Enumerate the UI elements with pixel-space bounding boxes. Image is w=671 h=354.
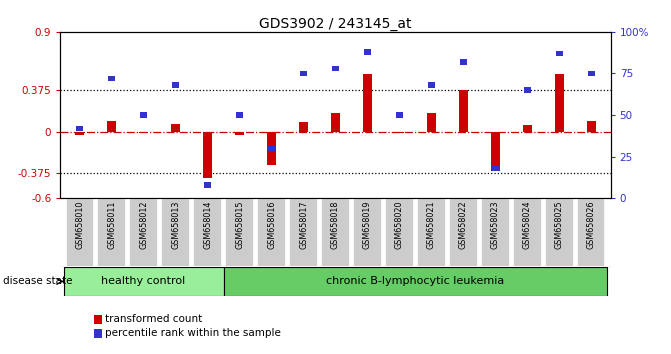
- Bar: [427, 113, 436, 132]
- Text: GSM658015: GSM658015: [235, 200, 244, 249]
- Bar: [204, 182, 211, 188]
- Bar: [587, 121, 596, 132]
- Text: GSM658019: GSM658019: [363, 200, 372, 249]
- Bar: [481, 198, 509, 267]
- Bar: [546, 198, 574, 267]
- Bar: [193, 198, 221, 267]
- Bar: [299, 122, 308, 132]
- Bar: [289, 198, 317, 267]
- Text: GSM658018: GSM658018: [331, 200, 340, 249]
- Title: GDS3902 / 243145_at: GDS3902 / 243145_at: [259, 17, 412, 31]
- Text: disease state: disease state: [3, 276, 73, 286]
- Bar: [107, 121, 116, 132]
- Text: GSM658010: GSM658010: [75, 200, 84, 249]
- Text: GSM658023: GSM658023: [491, 200, 500, 249]
- Bar: [236, 112, 243, 118]
- Bar: [267, 132, 276, 165]
- Bar: [258, 198, 286, 267]
- Text: GSM658017: GSM658017: [299, 200, 308, 249]
- Text: GSM658012: GSM658012: [139, 200, 148, 249]
- Bar: [162, 198, 190, 267]
- Bar: [171, 124, 180, 132]
- Text: transformed count: transformed count: [105, 314, 202, 324]
- Bar: [492, 166, 499, 171]
- Bar: [460, 59, 467, 64]
- Bar: [354, 198, 382, 267]
- Bar: [268, 145, 275, 151]
- Bar: [513, 198, 541, 267]
- Bar: [555, 74, 564, 132]
- Bar: [395, 132, 404, 133]
- Text: GSM658013: GSM658013: [171, 200, 180, 249]
- Bar: [140, 112, 147, 118]
- Text: GSM658014: GSM658014: [203, 200, 212, 249]
- Text: healthy control: healthy control: [101, 276, 186, 286]
- Bar: [66, 198, 94, 267]
- Text: percentile rank within the sample: percentile rank within the sample: [105, 329, 280, 338]
- Bar: [108, 76, 115, 81]
- Bar: [491, 132, 500, 171]
- Bar: [577, 198, 605, 267]
- Bar: [203, 132, 212, 178]
- Bar: [385, 198, 413, 267]
- Bar: [331, 113, 340, 132]
- Bar: [223, 267, 607, 296]
- Bar: [332, 66, 339, 71]
- Text: GSM658022: GSM658022: [459, 200, 468, 249]
- Bar: [97, 198, 125, 267]
- Bar: [459, 90, 468, 132]
- Bar: [76, 126, 83, 131]
- Bar: [556, 51, 563, 56]
- Bar: [64, 267, 223, 296]
- Bar: [75, 132, 84, 135]
- Bar: [524, 87, 531, 93]
- Bar: [321, 198, 350, 267]
- Bar: [364, 49, 371, 55]
- Text: GSM658024: GSM658024: [523, 200, 532, 249]
- Bar: [225, 198, 254, 267]
- Bar: [363, 74, 372, 132]
- Bar: [172, 82, 179, 88]
- Bar: [130, 198, 158, 267]
- Text: GSM658011: GSM658011: [107, 200, 116, 249]
- Text: GSM658026: GSM658026: [587, 200, 596, 249]
- Bar: [396, 112, 403, 118]
- Text: GSM658021: GSM658021: [427, 200, 436, 249]
- Text: GSM658025: GSM658025: [555, 200, 564, 249]
- Bar: [450, 198, 478, 267]
- Bar: [139, 132, 148, 133]
- Text: GSM658016: GSM658016: [267, 200, 276, 249]
- Bar: [523, 125, 532, 132]
- Bar: [417, 198, 446, 267]
- Bar: [588, 71, 595, 76]
- Text: chronic B-lymphocytic leukemia: chronic B-lymphocytic leukemia: [326, 276, 505, 286]
- Bar: [235, 132, 244, 135]
- Bar: [300, 71, 307, 76]
- Text: GSM658020: GSM658020: [395, 200, 404, 249]
- Bar: [428, 82, 435, 88]
